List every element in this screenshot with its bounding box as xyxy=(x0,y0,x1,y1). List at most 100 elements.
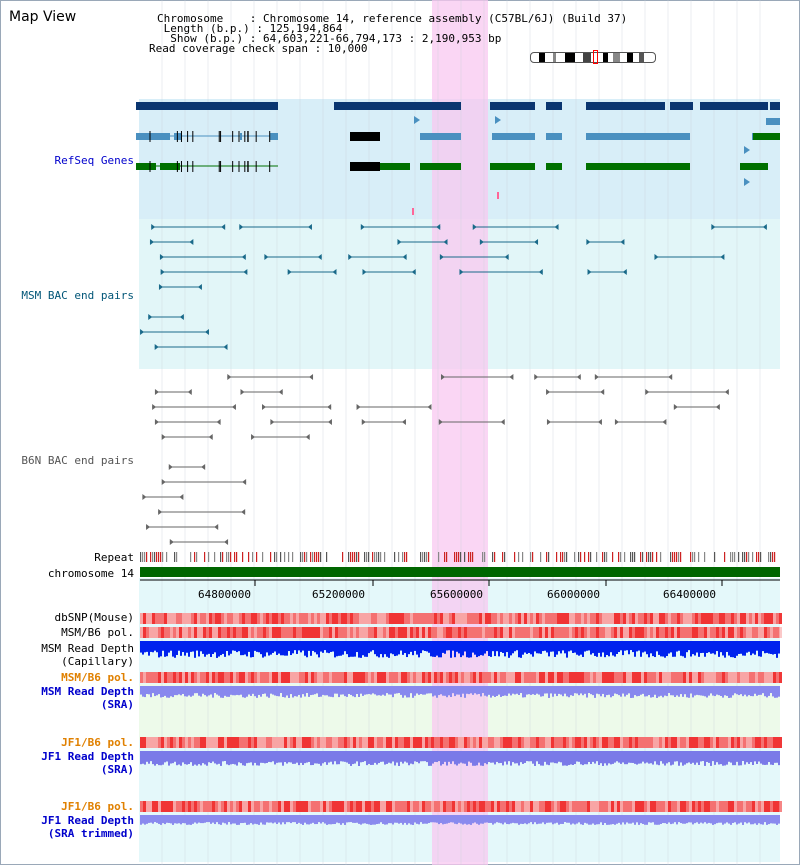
msm-depth-capillary xyxy=(490,641,492,657)
jf1-depth-sra xyxy=(406,751,408,763)
msm-depth-capillary xyxy=(308,641,310,651)
msm-depth-capillary xyxy=(228,641,230,656)
jf1-depth-sra xyxy=(258,751,260,766)
msm-bac-pair-end xyxy=(620,239,625,245)
jf1-pol-heat xyxy=(296,737,299,748)
jf1-depth-sra xyxy=(364,751,366,762)
track-label-jf1-pol-2: JF1/B6 pol. xyxy=(61,800,134,813)
jf1-pol-heat xyxy=(287,801,290,812)
repeat-element xyxy=(152,552,154,562)
b6n-bac-pair-end xyxy=(224,539,229,545)
msm-depth-sra xyxy=(500,686,502,697)
repeat-element xyxy=(252,552,254,562)
msm-pol-heat xyxy=(308,672,311,683)
jf1-pol-heat xyxy=(452,737,455,748)
msm-depth-sra xyxy=(376,686,378,696)
msm-depth-sra xyxy=(280,686,282,694)
dbsnp-heat xyxy=(680,613,683,624)
msm-pol-heat xyxy=(203,672,206,683)
msm-depth-sra xyxy=(150,686,152,698)
repeat-element xyxy=(446,552,448,562)
jf1-depth-trimmed xyxy=(300,815,302,824)
jf1-depth-trimmed xyxy=(716,815,718,824)
jf1-pol-heat xyxy=(371,737,374,748)
msm-pol-heat xyxy=(437,627,440,638)
msm-depth-sra xyxy=(522,686,524,698)
dbsnp-heat xyxy=(164,613,167,624)
jf1-depth-trimmed xyxy=(554,815,556,824)
jf1-depth-trimmed xyxy=(368,815,370,825)
jf1-depth-trimmed xyxy=(498,815,500,823)
msm-depth-capillary xyxy=(676,641,678,652)
msm-depth-sra xyxy=(734,686,736,694)
msm-depth-sra xyxy=(406,686,408,698)
jf1-pol-heat-bg xyxy=(140,737,780,748)
jf1-pol-heat xyxy=(674,801,677,812)
jf1-pol-heat xyxy=(149,801,152,812)
msm-depth-capillary xyxy=(736,641,738,656)
repeat-element xyxy=(234,552,236,562)
repeat-element xyxy=(424,552,426,562)
jf1-depth-sra xyxy=(184,751,186,765)
msm-depth-capillary xyxy=(720,641,722,653)
jf1-depth-sra xyxy=(480,751,482,766)
jf1-depth-trimmed xyxy=(620,815,622,825)
msm-depth-capillary xyxy=(688,641,690,651)
msm-depth-sra xyxy=(248,686,250,695)
jf1-depth-trimmed xyxy=(172,815,174,825)
repeat-element xyxy=(352,552,354,562)
msm-pol-heat xyxy=(455,672,458,683)
jf1-pol-heat xyxy=(440,737,443,748)
track-label-msm-bac[interactable]: MSM BAC end pairs xyxy=(21,289,134,302)
jf1-depth-sra xyxy=(398,751,400,766)
dbsnp-heat xyxy=(158,613,161,624)
msm-pol-heat xyxy=(560,627,563,638)
jf1-depth-trimmed xyxy=(632,815,634,823)
dbsnp-heat xyxy=(479,613,482,624)
track-label-b6n-bac[interactable]: B6N BAC end pairs xyxy=(21,454,134,467)
msm-depth-sra xyxy=(476,686,478,695)
msm-depth-sra xyxy=(566,686,568,697)
repeat-element xyxy=(320,552,322,562)
jf1-depth-trimmed xyxy=(720,815,722,823)
repeat-element xyxy=(158,552,160,562)
repeat-element xyxy=(588,552,590,562)
jf1-depth-sra xyxy=(396,751,398,763)
jf1-pol-heat xyxy=(680,737,683,748)
msm-depth-capillary xyxy=(392,641,394,655)
msm-pol-heat xyxy=(290,672,293,683)
msm-depth-capillary xyxy=(178,641,180,651)
jf1-pol-heat xyxy=(206,801,209,812)
msm-depth-sra xyxy=(658,686,660,697)
jf1-pol-heat xyxy=(497,801,500,812)
msm-depth-capillary xyxy=(160,641,162,657)
dbsnp-heat xyxy=(251,613,254,624)
msm-depth-capillary xyxy=(760,641,762,657)
jf1-depth-trimmed xyxy=(222,815,224,823)
dbsnp-heat xyxy=(203,613,206,624)
jf1-depth-sra xyxy=(408,751,410,766)
gene-block xyxy=(770,102,780,110)
jf1-depth-sra xyxy=(680,751,682,763)
msm-pol-heat xyxy=(395,627,398,638)
msm-pol-heat xyxy=(476,627,479,638)
msm-pol-heat xyxy=(641,627,644,638)
repeat-element xyxy=(162,552,164,562)
track-label-refseq[interactable]: RefSeq Genes xyxy=(54,154,134,167)
jf1-depth-trimmed xyxy=(560,815,562,824)
jf1-depth-sra xyxy=(244,751,246,766)
jf1-depth-sra xyxy=(692,751,694,763)
msm-depth-capillary xyxy=(506,641,508,653)
selection-highlight xyxy=(432,0,488,865)
jf1-depth-trimmed xyxy=(556,815,558,823)
msm-pol-heat xyxy=(548,672,551,683)
jf1-pol-heat xyxy=(689,801,692,812)
jf1-pol-heat xyxy=(617,801,620,812)
gene-block xyxy=(492,133,535,140)
msm-depth-sra xyxy=(582,686,584,696)
dbsnp-heat xyxy=(569,613,572,624)
msm-pol-heat xyxy=(701,672,704,683)
msm-pol-heat xyxy=(554,627,557,638)
jf1-depth-sra xyxy=(672,751,674,765)
